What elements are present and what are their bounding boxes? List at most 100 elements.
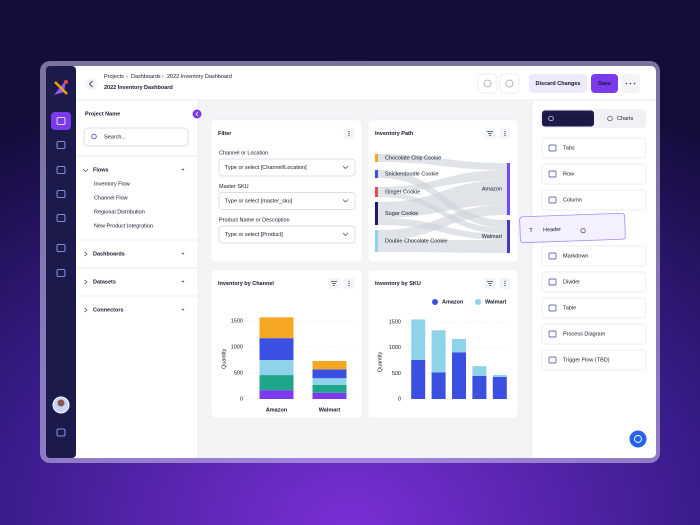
filter-icon [487, 281, 493, 286]
source-label: Sugar Cookie [385, 211, 418, 217]
flow-item[interactable]: Channel Flow [94, 195, 128, 201]
flow-link [378, 154, 507, 170]
component-item[interactable] [541, 189, 647, 211]
bar-segment [452, 338, 466, 353]
breadcrumb[interactable]: Projects [104, 74, 124, 80]
dropdown-arrow [342, 232, 349, 236]
dragged-icon: T [529, 228, 533, 234]
section-label[interactable]: Connectors [93, 307, 124, 313]
legend-label: Walmart [485, 299, 507, 305]
component-item[interactable] [541, 163, 647, 185]
bar-segment [259, 360, 294, 376]
section-label[interactable]: Dashboards [93, 251, 125, 257]
save-button[interactable] [591, 74, 618, 93]
field-placeholder[interactable]: Type or select [Channel/Location] [225, 165, 307, 171]
bar-segment [259, 338, 294, 360]
x-tick-label: Amazon [266, 407, 288, 413]
component-item[interactable] [541, 137, 647, 159]
nav-icon[interactable] [56, 244, 66, 252]
breadcrumb-separator: › [126, 74, 128, 80]
section-label[interactable]: Flows [93, 167, 109, 173]
dragged-box[interactable] [519, 212, 626, 244]
add-icon[interactable]: + [181, 251, 184, 257]
tab-icon [607, 115, 613, 122]
source-node [375, 154, 378, 162]
tab-active[interactable] [542, 110, 594, 127]
bar-segment [259, 317, 294, 339]
chevron[interactable] [84, 251, 88, 257]
component-label[interactable]: Column [563, 197, 582, 203]
component-icon [548, 144, 557, 152]
discard-button[interactable] [529, 74, 587, 93]
field-placeholder[interactable]: Type or select [Product] [225, 232, 283, 238]
dot [629, 82, 632, 85]
save-label[interactable]: Save [598, 81, 611, 87]
source-node [375, 187, 378, 197]
help-icon [634, 435, 642, 443]
component-label[interactable]: Markdown [563, 253, 588, 259]
nav-icon[interactable] [56, 166, 66, 174]
add-icon[interactable]: + [181, 167, 184, 173]
component-item[interactable] [541, 245, 647, 267]
icon-bar [46, 66, 76, 458]
discard-label[interactable]: Discard Changes [536, 81, 581, 87]
logout-icon[interactable] [56, 428, 66, 437]
legend-swatch [432, 299, 438, 305]
history-button[interactable] [477, 73, 498, 94]
panel-title: Project Name [85, 111, 120, 117]
y-axis-label: Quantity [377, 351, 383, 372]
nav-icon[interactable] [56, 190, 66, 198]
card-title: Filter [218, 131, 232, 137]
flow-link [378, 205, 507, 240]
component-item[interactable] [541, 349, 647, 371]
flow-item[interactable]: Regional Distribution [94, 209, 145, 215]
legend-label: Amazon [442, 299, 464, 305]
nav-icon[interactable] [56, 117, 66, 125]
help-button[interactable] [629, 430, 647, 448]
add-icon[interactable]: + [181, 307, 184, 313]
chevron[interactable] [82, 168, 89, 172]
nav-icon[interactable] [56, 141, 66, 149]
filter-icon [331, 281, 337, 286]
component-label[interactable]: Tabs [563, 145, 575, 151]
field-placeholder[interactable]: Type or select [master_sku] [225, 198, 293, 204]
chevron[interactable] [84, 307, 88, 313]
y-tick-label: 500 [392, 371, 401, 377]
dragged-label[interactable]: Header [543, 227, 561, 234]
chevron[interactable] [84, 279, 88, 285]
flow-link [378, 218, 507, 240]
component-label[interactable]: Divider [563, 279, 580, 285]
dot [504, 280, 506, 283]
source-node [375, 202, 378, 225]
nav-active[interactable] [51, 112, 71, 130]
collapse-button[interactable] [192, 109, 202, 119]
breadcrumb[interactable]: Dashboards [131, 74, 161, 80]
flow-item[interactable]: Inventory Flow [94, 181, 130, 187]
tab-icon [548, 115, 554, 122]
section-label[interactable]: Datasets [93, 279, 116, 285]
history-button[interactable] [499, 73, 520, 94]
back-arrow [88, 80, 93, 88]
select-field[interactable] [218, 225, 356, 244]
select-field[interactable] [218, 192, 356, 210]
bar-segment [452, 352, 466, 399]
component-item[interactable] [541, 297, 647, 319]
add-icon[interactable]: + [181, 279, 184, 285]
component-item[interactable] [541, 323, 647, 345]
nav-icon[interactable] [56, 269, 66, 277]
component-label[interactable]: Row [563, 171, 574, 177]
select-field[interactable] [218, 158, 356, 177]
tab-label[interactable]: Charts [617, 116, 633, 122]
component-label[interactable]: Process Diagram [563, 331, 606, 337]
component-item[interactable] [541, 271, 647, 293]
component-label[interactable]: Table [563, 305, 576, 311]
collapse-arrow [195, 111, 199, 117]
dot [633, 82, 636, 85]
nav-icon[interactable] [56, 214, 66, 222]
search-box[interactable] [83, 127, 189, 147]
component-label[interactable]: Trigger Flow (TBD) [563, 357, 610, 363]
flow-item[interactable]: New Product Integration [94, 223, 153, 229]
tab-label[interactable]: Components [560, 116, 594, 122]
back-button[interactable] [85, 78, 97, 90]
dragged-component[interactable]: T Header [519, 212, 626, 244]
